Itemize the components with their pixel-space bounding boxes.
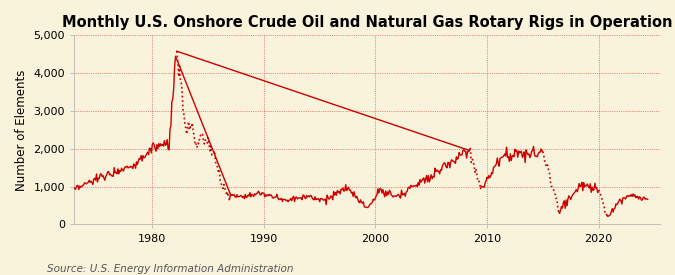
- Text: Source: U.S. Energy Information Administration: Source: U.S. Energy Information Administ…: [47, 264, 294, 274]
- Y-axis label: Number of Elements: Number of Elements: [15, 69, 28, 191]
- Title: Monthly U.S. Onshore Crude Oil and Natural Gas Rotary Rigs in Operation: Monthly U.S. Onshore Crude Oil and Natur…: [62, 15, 672, 30]
